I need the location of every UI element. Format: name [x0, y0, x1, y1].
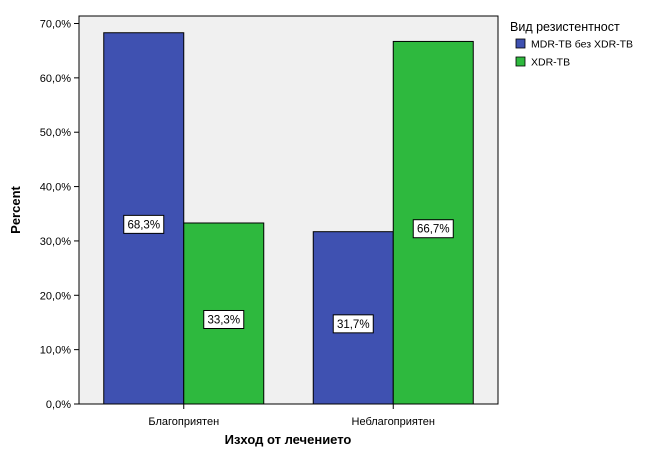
- legend-label: XDR-TB: [531, 57, 570, 69]
- y-axis-title: Percent: [8, 185, 23, 233]
- y-tick-label: 40,0%: [40, 182, 71, 194]
- x-axis-title: Изход от лечението: [225, 432, 352, 447]
- y-axis: 0,0% 10,0% 20,0% 30,0% 40,0% 50,0% 60,0% 70,0%: [40, 19, 79, 411]
- y-tick-label: 0,0%: [46, 399, 71, 411]
- legend-title: Вид резистентност: [510, 20, 620, 34]
- x-axis: Благоприятен Неблагоприятен: [148, 404, 435, 428]
- legend: Вид резистентност MDR-TB без XDR-TB XDR-T…: [510, 20, 633, 69]
- y-tick-label: 70,0%: [40, 19, 71, 31]
- data-labels: 68,3% 33,3% 31,7% 66,7%: [123, 214, 454, 334]
- data-label: 66,7%: [417, 224, 450, 236]
- y-tick-label: 10,0%: [40, 345, 71, 357]
- data-label-box: [332, 314, 374, 334]
- data-label: 33,3%: [207, 314, 240, 326]
- x-tick-label: Благоприятен: [148, 416, 219, 428]
- data-label: 68,3%: [127, 219, 160, 231]
- y-tick-label: 20,0%: [40, 290, 71, 302]
- data-label-box: [203, 309, 245, 329]
- legend-swatch: [515, 38, 526, 49]
- legend-label: MDR-TB без XDR-TB: [531, 39, 633, 51]
- y-tick-label: 50,0%: [40, 127, 71, 139]
- data-label-box: [412, 219, 454, 239]
- y-tick-label: 30,0%: [40, 236, 71, 248]
- legend-swatch: [515, 56, 526, 67]
- data-label: 31,7%: [337, 319, 370, 331]
- data-label-box: [123, 214, 165, 234]
- x-tick-label: Неблагоприятен: [352, 416, 435, 428]
- y-tick-label: 60,0%: [40, 73, 71, 85]
